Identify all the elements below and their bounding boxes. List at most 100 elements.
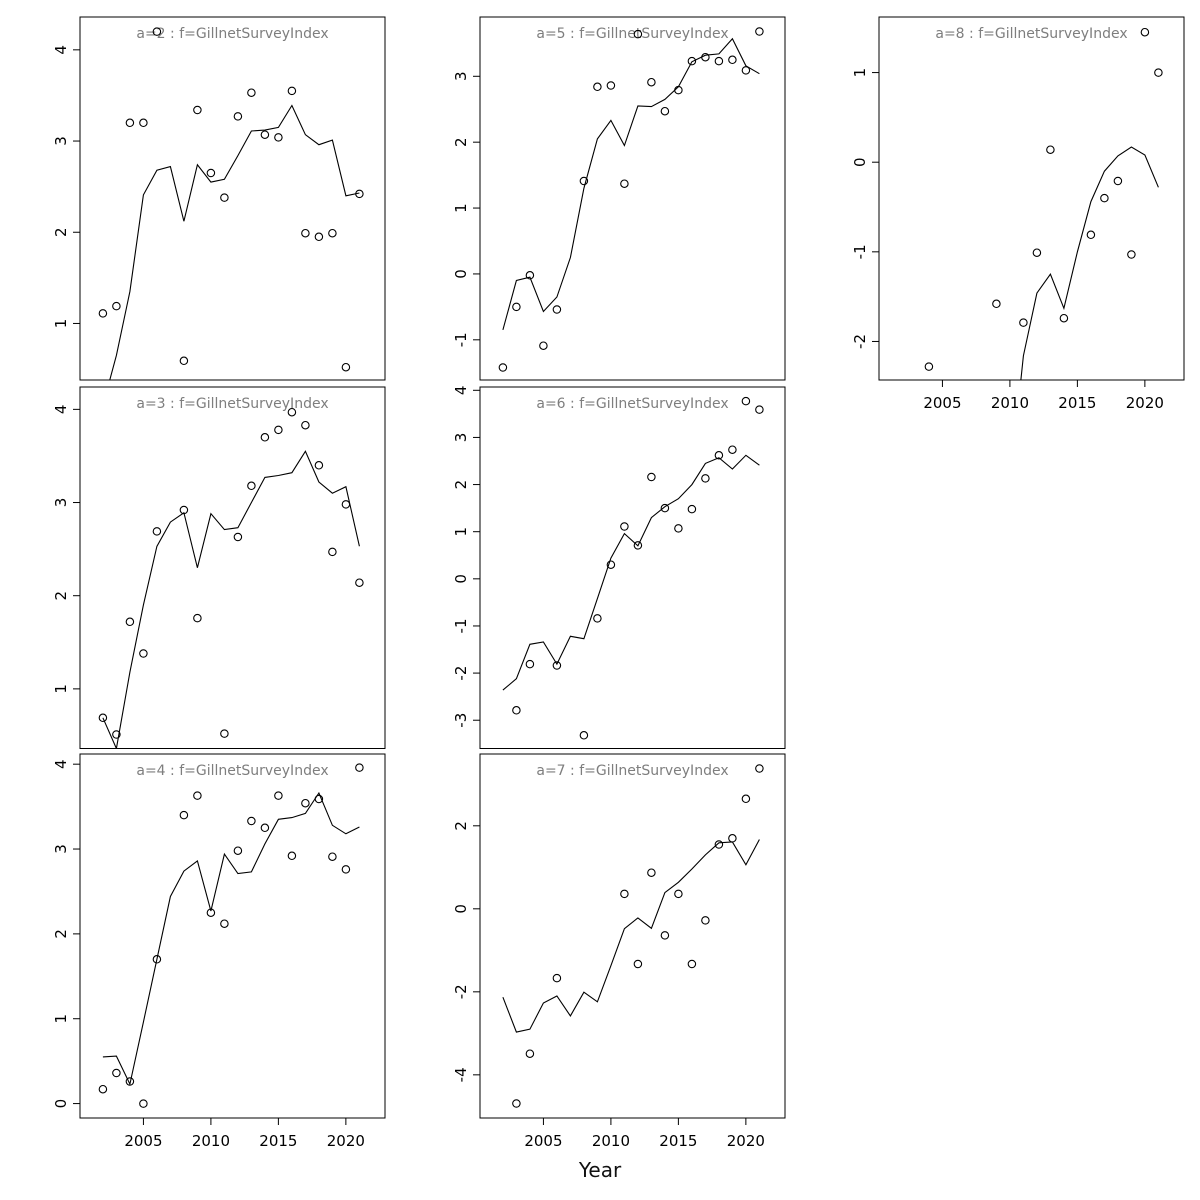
scatter-points [924, 27, 1163, 371]
observation-point [112, 1068, 121, 1078]
observation-point [301, 420, 310, 430]
observation-point [1046, 145, 1055, 154]
panel-border [79, 16, 386, 381]
observation-point [301, 228, 310, 238]
observation-point [728, 834, 737, 843]
observation-point [98, 713, 108, 723]
observation-point [687, 959, 697, 969]
observation-point [1127, 250, 1136, 259]
observation-point [355, 578, 364, 587]
observation-point [741, 66, 751, 75]
observation-point [125, 1077, 135, 1086]
observation-point [193, 105, 202, 115]
observation-point [647, 472, 656, 482]
observation-point [512, 302, 521, 312]
observation-point [525, 659, 535, 669]
observation-point [152, 955, 162, 964]
observation-point [1100, 193, 1109, 203]
y-tick-label: -1 [452, 618, 470, 633]
observation-point [314, 794, 324, 804]
x-tick-label: 2010 [192, 1132, 230, 1150]
y-tick-label: 2 [52, 227, 70, 237]
observation-point [674, 524, 683, 533]
observation-point [647, 77, 656, 87]
panel-border [479, 16, 786, 381]
observation-point [1019, 318, 1028, 327]
observation-point [728, 55, 737, 65]
observation-point [687, 56, 697, 66]
observation-point [579, 731, 589, 740]
y-tick-label: 2 [52, 591, 70, 601]
x-tick-label: 2005 [524, 1132, 562, 1150]
y-tick-label: 3 [52, 498, 70, 508]
observation-point [674, 85, 683, 95]
y-tick-label: 2 [452, 821, 470, 831]
x-axis-label: Year [578, 1158, 622, 1182]
y-tick-label: -2 [452, 666, 470, 681]
observation-point [274, 791, 283, 800]
y-tick-label: 0 [52, 1099, 70, 1109]
x-tick-label: 2010 [991, 394, 1029, 412]
scatter-points [498, 27, 764, 372]
y-tick-label: -4 [452, 1067, 470, 1082]
observation-point [1113, 176, 1123, 186]
observation-point [755, 405, 764, 414]
scatter-points [98, 27, 364, 372]
observation-point [552, 305, 562, 314]
observation-point [633, 959, 643, 969]
observation-point [512, 706, 521, 715]
panel-a6: a=6 : f=GillnetSurveyIndex -3 -2 -1 0 1 2 3 4 [452, 386, 786, 749]
y-tick-label: -2 [851, 334, 869, 349]
observation-point [233, 112, 243, 121]
observation-point [593, 614, 602, 623]
x-tick-label: 2015 [259, 1132, 297, 1150]
observation-point [287, 407, 297, 417]
panel-border [878, 16, 1185, 381]
panel-a2: a=2 : f=GillnetSurveyIndex 1 2 3 4 [52, 16, 386, 381]
observation-point [633, 29, 643, 39]
observation-point [206, 908, 216, 917]
y-tick-label: -3 [452, 713, 470, 728]
observation-point [112, 730, 121, 739]
observation-point [179, 810, 189, 820]
panel-border [479, 753, 786, 1119]
y-tick-label: 2 [52, 929, 70, 939]
observation-point [1086, 230, 1096, 240]
observation-point [660, 106, 670, 116]
y-tick-label: 3 [52, 136, 70, 146]
observation-point [287, 851, 297, 861]
model-fit-line [502, 454, 760, 691]
observation-point [341, 865, 351, 874]
observation-point [512, 1099, 521, 1108]
y-tick-label: 4 [452, 386, 470, 396]
x-tick-label: 2020 [727, 1132, 765, 1150]
y-tick-label: 1 [52, 1014, 70, 1024]
x-tick-label: 2015 [659, 1132, 697, 1150]
y-tick-label: 3 [52, 844, 70, 854]
observation-point [314, 461, 324, 470]
observation-point [552, 973, 562, 983]
y-tick-label: 0 [851, 157, 869, 167]
y-tick-label: 4 [52, 405, 70, 415]
panel-border [79, 386, 386, 749]
panel-title: a=7 : f=GillnetSurveyIndex [536, 763, 728, 779]
observation-point [1059, 313, 1069, 323]
panel-a8: a=8 : f=GillnetSurveyIndex -2 -1 0 1 2005 2010… [851, 16, 1185, 412]
observation-point [328, 547, 337, 557]
observation-point [98, 309, 108, 318]
observation-point [687, 504, 697, 514]
observation-point [579, 176, 589, 186]
observation-point [233, 846, 243, 855]
observation-point [701, 474, 710, 483]
x-tick-label: 2010 [592, 1132, 630, 1150]
y-tick-label: 1 [52, 319, 70, 329]
x-tick-label: 2020 [1126, 394, 1164, 412]
y-tick-label: 1 [52, 684, 70, 694]
observation-point [206, 168, 216, 178]
observation-point [220, 919, 229, 928]
panel-title: a=6 : f=GillnetSurveyIndex [536, 396, 728, 412]
y-tick-label: -1 [452, 332, 470, 347]
observation-point [525, 1049, 535, 1058]
model-fit-line [109, 104, 360, 380]
